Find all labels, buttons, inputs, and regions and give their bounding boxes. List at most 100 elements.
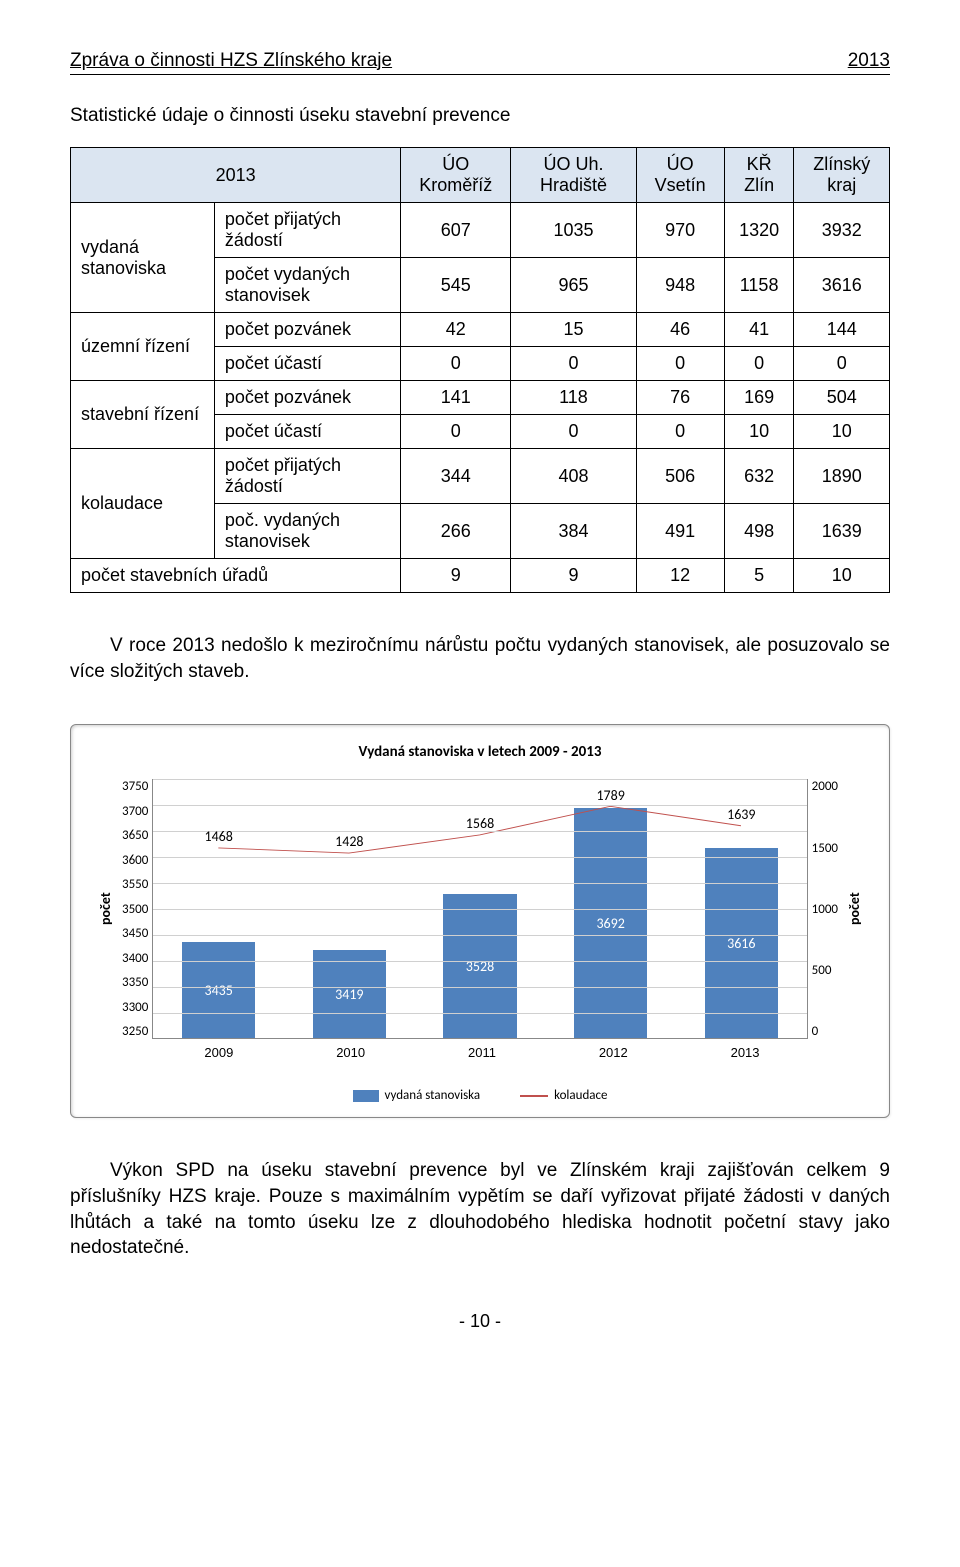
ytick-left: 3750 (122, 779, 148, 794)
chart-bar: 3616 (705, 848, 778, 1038)
table-cell: 504 (794, 381, 890, 415)
ytick-left: 3600 (122, 853, 148, 868)
row-sub-label: poč. vydaných stanovisek (214, 504, 400, 559)
chart-line-value: 1468 (204, 828, 232, 845)
xtick: 2009 (204, 1045, 233, 1060)
table-cell: 118 (511, 381, 636, 415)
chart-line-value: 1568 (466, 815, 494, 832)
row-group-label: územní řízení (71, 313, 215, 381)
ytick-left: 3400 (122, 951, 148, 966)
paragraph-2: Výkon SPD na úseku stavební prevence byl… (70, 1158, 890, 1261)
legend-bar-label: vydaná stanoviska (385, 1088, 481, 1103)
line-swatch-icon (520, 1095, 548, 1097)
table-cell: 965 (511, 258, 636, 313)
header-left: Zpráva o činnosti HZS Zlínského kraje (70, 50, 392, 72)
table-cell: 46 (636, 313, 724, 347)
ytick-left: 3700 (122, 804, 148, 819)
table-cell: 948 (636, 258, 724, 313)
table-cell: 344 (401, 449, 511, 504)
chart-yaxis-left: 3750370036503600355035003450340033503300… (118, 779, 152, 1039)
table-cell: 3616 (794, 258, 890, 313)
table-cell: 169 (724, 381, 794, 415)
row-group-label: kolaudace (71, 449, 215, 559)
table-cell: 384 (511, 504, 636, 559)
table-header: ÚO Vsetín (636, 148, 724, 203)
table-header: 2013 (71, 148, 401, 203)
table-cell: 0 (401, 415, 511, 449)
row-sub-label: počet pozvánek (214, 313, 400, 347)
xtick: 2013 (731, 1045, 760, 1060)
chart-title: Vydaná stanoviska v letech 2009 - 2013 (93, 743, 867, 761)
table-cell: 545 (401, 258, 511, 313)
statistics-table: 2013ÚO KroměřížÚO Uh. HradištěÚO VsetínK… (70, 147, 890, 593)
row-group-label: stavební řízení (71, 381, 215, 449)
table-cell: 0 (401, 347, 511, 381)
chart-line-value: 1639 (727, 806, 755, 823)
xtick: 2012 (599, 1045, 628, 1060)
row-sub-label: počet účastí (214, 415, 400, 449)
ytick-left: 3350 (122, 975, 148, 990)
table-cell: 266 (401, 504, 511, 559)
section-title: Statistické údaje o činnosti úseku stave… (70, 105, 890, 127)
ytick-left: 3500 (122, 902, 148, 917)
header-right: 2013 (848, 50, 890, 72)
ytick-left: 3300 (122, 1000, 148, 1015)
table-cell: 12 (636, 559, 724, 593)
chart-line-value: 1789 (596, 787, 624, 804)
ytick-left: 3250 (122, 1024, 148, 1039)
table-cell: 1890 (794, 449, 890, 504)
table-cell: 144 (794, 313, 890, 347)
row-sub-label: počet pozvánek (214, 381, 400, 415)
bar-swatch-icon (353, 1090, 379, 1102)
chart-bar: 3692 (574, 808, 647, 1038)
table-cell: 3932 (794, 203, 890, 258)
ytick-right: 1500 (812, 841, 838, 856)
table-cell: 10 (724, 415, 794, 449)
chart-container: Vydaná stanoviska v letech 2009 - 2013 p… (70, 724, 890, 1118)
table-cell: 408 (511, 449, 636, 504)
ytick-right: 1000 (812, 902, 838, 917)
table-cell: 10 (794, 559, 890, 593)
table-cell: 970 (636, 203, 724, 258)
table-cell: 9 (401, 559, 511, 593)
table-cell: 1639 (794, 504, 890, 559)
table-cell: 41 (724, 313, 794, 347)
table-cell: 498 (724, 504, 794, 559)
ytick-right: 0 (812, 1024, 819, 1039)
legend-line-label: kolaudace (554, 1088, 607, 1103)
table-row: územní řízenípočet pozvánek42154641144 (71, 313, 890, 347)
table-cell: 10 (794, 415, 890, 449)
paragraph-1: V roce 2013 nedošlo k meziročnímu nárůst… (70, 633, 890, 684)
table-cell: 1035 (511, 203, 636, 258)
table-cell: 0 (794, 347, 890, 381)
row-sub-label: počet vydaných stanovisek (214, 258, 400, 313)
ytick-left: 3450 (122, 926, 148, 941)
row-sub-label: počet přijatých žádostí (214, 203, 400, 258)
table-cell: 15 (511, 313, 636, 347)
table-header: Zlínský kraj (794, 148, 890, 203)
chart-ylabel-right: počet (842, 779, 867, 1039)
chart-bar: 3528 (443, 894, 516, 1039)
xtick: 2010 (336, 1045, 365, 1060)
xtick: 2011 (468, 1045, 496, 1060)
table-cell: 1158 (724, 258, 794, 313)
table-cell: 506 (636, 449, 724, 504)
legend-bar: vydaná stanoviska (353, 1088, 481, 1103)
table-cell: 76 (636, 381, 724, 415)
table-cell: 0 (724, 347, 794, 381)
table-cell: 491 (636, 504, 724, 559)
chart-xaxis: 2009 2010 2011 2012 2013 (153, 1045, 811, 1060)
chart-area: počet 3750370036503600355035003450340033… (93, 779, 867, 1039)
ytick-left: 3650 (122, 828, 148, 843)
table-cell: 9 (511, 559, 636, 593)
table-header: ÚO Uh. Hradiště (511, 148, 636, 203)
table-cell: 141 (401, 381, 511, 415)
legend-line: kolaudace (520, 1088, 607, 1103)
chart-bar: 3435 (182, 942, 255, 1038)
table-cell: 42 (401, 313, 511, 347)
table-cell: 607 (401, 203, 511, 258)
table-cell: 0 (511, 347, 636, 381)
row-sub-label: počet přijatých žádostí (214, 449, 400, 504)
ytick-right: 500 (812, 963, 832, 978)
page-header: Zpráva o činnosti HZS Zlínského kraje 20… (70, 50, 890, 75)
